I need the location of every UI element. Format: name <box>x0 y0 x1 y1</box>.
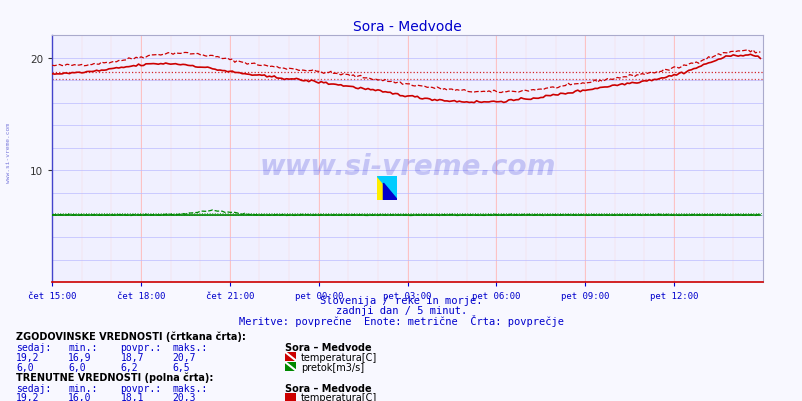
Text: TRENUTNE VREDNOSTI (polna črta):: TRENUTNE VREDNOSTI (polna črta): <box>16 371 213 382</box>
Text: Meritve: povprečne  Enote: metrične  Črta: povprečje: Meritve: povprečne Enote: metrične Črta:… <box>239 314 563 326</box>
Title: Sora - Medvode: Sora - Medvode <box>353 20 461 34</box>
Polygon shape <box>377 176 397 200</box>
Text: zadnji dan / 5 minut.: zadnji dan / 5 minut. <box>335 306 467 316</box>
Text: 16,0: 16,0 <box>68 392 91 401</box>
Text: pretok[m3/s]: pretok[m3/s] <box>301 362 364 372</box>
Text: 6,0: 6,0 <box>68 362 86 372</box>
Text: 18,1: 18,1 <box>120 392 144 401</box>
Text: 16,9: 16,9 <box>68 352 91 362</box>
Text: povpr.:: povpr.: <box>120 342 161 352</box>
Text: temperatura[C]: temperatura[C] <box>301 352 377 362</box>
Text: min.:: min.: <box>68 383 98 393</box>
Text: min.:: min.: <box>68 342 98 352</box>
Text: 6,5: 6,5 <box>172 362 190 372</box>
Text: temperatura[C]: temperatura[C] <box>301 392 377 401</box>
Text: www.si-vreme.com: www.si-vreme.com <box>259 153 555 181</box>
Text: povpr.:: povpr.: <box>120 383 161 393</box>
Text: 19,2: 19,2 <box>16 352 39 362</box>
Text: maks.:: maks.: <box>172 383 208 393</box>
Polygon shape <box>383 184 397 200</box>
Text: Slovenija / reke in morje.: Slovenija / reke in morje. <box>320 295 482 305</box>
Text: 20,3: 20,3 <box>172 392 196 401</box>
Polygon shape <box>377 176 397 200</box>
Text: maks.:: maks.: <box>172 342 208 352</box>
Text: www.si-vreme.com: www.si-vreme.com <box>6 122 11 182</box>
Text: 6,2: 6,2 <box>120 362 138 372</box>
Text: Sora – Medvode: Sora – Medvode <box>285 383 371 393</box>
Text: 20,7: 20,7 <box>172 352 196 362</box>
Text: 6,0: 6,0 <box>16 362 34 372</box>
Text: Sora – Medvode: Sora – Medvode <box>285 342 371 352</box>
Text: sedaj:: sedaj: <box>16 342 51 352</box>
Text: sedaj:: sedaj: <box>16 383 51 393</box>
Text: 19,2: 19,2 <box>16 392 39 401</box>
Text: 18,7: 18,7 <box>120 352 144 362</box>
Text: ZGODOVINSKE VREDNOSTI (črtkana črta):: ZGODOVINSKE VREDNOSTI (črtkana črta): <box>16 330 245 341</box>
